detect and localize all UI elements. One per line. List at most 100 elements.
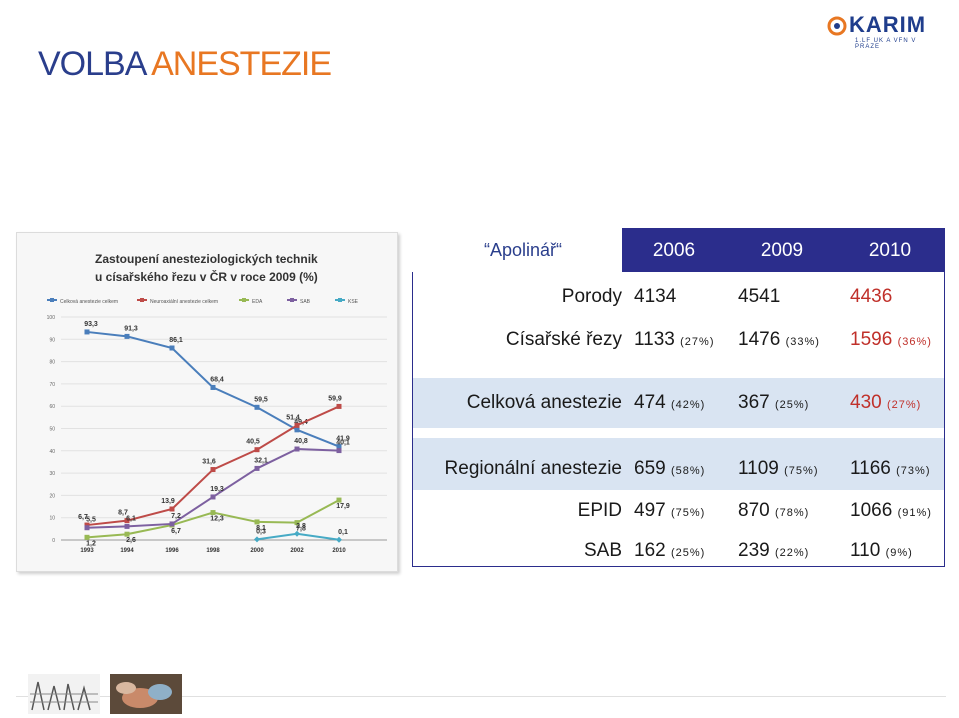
- cell: 1109 (75%): [738, 458, 819, 479]
- data-label: 2,6: [126, 537, 136, 544]
- y-tick-label: 0: [52, 538, 55, 544]
- data-label: 91,3: [124, 325, 138, 332]
- data-label: 0,1: [338, 529, 348, 536]
- data-label: 8,7: [118, 510, 128, 517]
- data-point: [294, 446, 300, 452]
- data-label: 93,3: [84, 321, 98, 328]
- data-label: 17,9: [336, 503, 350, 510]
- cell: 1596 (36%): [850, 329, 932, 350]
- cell: 1066 (91%): [850, 500, 932, 521]
- data-label: 40,8: [294, 438, 308, 445]
- data-label: 32,1: [254, 457, 268, 464]
- legend-label: Celková anestezie celkem: [60, 299, 118, 305]
- data-label: 51,4: [286, 414, 300, 421]
- table-border: [412, 272, 945, 567]
- data-point: [254, 404, 260, 410]
- apolinar-table: 2006 2009 2010 “Apolinář“ Porody 4134 45…: [412, 228, 945, 568]
- slide-title: VOLBA ANESTEZIE: [38, 44, 332, 84]
- data-label: 6,7: [171, 528, 181, 535]
- band-regionalni: [412, 438, 945, 490]
- data-point: [254, 519, 260, 525]
- data-label: 6,1: [126, 515, 136, 522]
- data-point: [124, 523, 130, 529]
- data-point: [124, 531, 130, 537]
- logo-subtext: 1.LF UK A VFN V PRAZE: [855, 38, 917, 50]
- cell: 4436: [850, 286, 893, 307]
- y-tick-label: 80: [49, 360, 55, 366]
- data-point: [336, 497, 342, 503]
- row-label-epid: EPID: [577, 500, 622, 521]
- legend-label: SAB: [300, 299, 311, 305]
- legend-label: EDA: [252, 299, 263, 305]
- year-2009: 2009: [760, 240, 804, 261]
- data-point: [169, 521, 175, 527]
- footer-line: [16, 696, 946, 697]
- data-point: [336, 444, 342, 450]
- cell: 4134: [634, 286, 677, 307]
- legend-marker: [338, 298, 342, 302]
- footer-surgery-photo: [110, 674, 182, 714]
- cell: 1476 (33%): [738, 329, 820, 350]
- data-point: [294, 422, 300, 428]
- year-2006: 2006: [652, 240, 696, 261]
- table-header: 2006 2009 2010: [622, 228, 945, 272]
- chart-svg: Zastoupení anesteziologických technik u c…: [47, 252, 387, 554]
- data-label: 40,1: [336, 440, 350, 447]
- cell: 239 (22%): [738, 540, 810, 561]
- data-point: [254, 536, 260, 543]
- cell: 110 (9%): [850, 540, 913, 561]
- x-tick-label: 1994: [120, 548, 134, 554]
- x-tick-label: 1998: [206, 548, 220, 554]
- cell: 1166 (73%): [850, 458, 931, 479]
- data-point: [169, 345, 175, 351]
- data-label: 6,7: [78, 514, 88, 521]
- legend-marker: [50, 298, 54, 302]
- y-tick-label: 20: [49, 493, 55, 499]
- legend-marker: [140, 298, 144, 302]
- legend-label: Neuroaxiální anestezie celkem: [150, 299, 218, 305]
- data-point: [169, 506, 175, 512]
- cell: 367 (25%): [738, 392, 810, 413]
- data-point: [336, 403, 342, 409]
- y-tick-label: 100: [47, 315, 56, 321]
- data-point: [210, 467, 216, 473]
- data-point: [294, 520, 300, 526]
- series-line: [86, 405, 340, 527]
- data-point: [254, 465, 260, 471]
- row-label-cisarske: Císařské řezy: [505, 329, 622, 350]
- cell: 474 (42%): [634, 392, 706, 413]
- data-label: 2,8: [296, 523, 306, 530]
- year-2010: 2010: [868, 240, 912, 261]
- data-label: 41,9: [336, 436, 350, 443]
- data-label: 7,2: [171, 513, 181, 520]
- title-part-1: VOLBA: [38, 45, 146, 83]
- cell: 497 (75%): [634, 500, 706, 521]
- data-point: [124, 518, 130, 524]
- legend-marker: [242, 298, 246, 302]
- data-label: 19,3: [210, 486, 224, 493]
- row-label-sab: SAB: [583, 540, 622, 561]
- data-label: 59,5: [254, 396, 268, 403]
- data-point: [254, 447, 260, 453]
- data-point: [84, 525, 90, 531]
- legend-label: KSE: [348, 299, 359, 305]
- data-label: 49,4: [294, 419, 308, 426]
- data-point: [84, 329, 90, 335]
- data-label: 59,9: [328, 395, 342, 402]
- data-point: [84, 534, 90, 540]
- data-label: 1,2: [86, 540, 96, 547]
- x-tick-label: 1996: [165, 548, 179, 554]
- y-tick-label: 10: [49, 516, 55, 522]
- y-tick-label: 90: [49, 337, 55, 343]
- cell: 870 (78%): [738, 500, 810, 521]
- footer-engraving-image: [28, 674, 100, 714]
- y-tick-label: 30: [49, 471, 55, 477]
- y-tick-label: 60: [49, 404, 55, 410]
- y-tick-label: 50: [49, 427, 55, 433]
- data-label: 5,5: [86, 517, 96, 524]
- data-point: [124, 333, 130, 339]
- row-label-porody: Porody: [561, 286, 622, 307]
- data-point: [336, 536, 342, 543]
- data-label: 31,6: [202, 459, 216, 466]
- hospital-label: “Apolinář“: [483, 240, 562, 260]
